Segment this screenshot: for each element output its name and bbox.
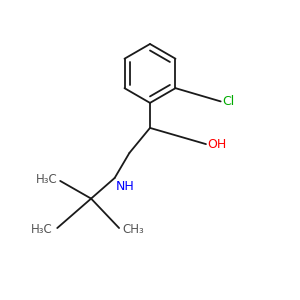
Text: OH: OH [207,138,227,151]
Text: NH: NH [116,180,135,193]
Text: Cl: Cl [222,95,234,108]
Text: CH₃: CH₃ [122,223,144,236]
Text: H₃C: H₃C [31,223,53,236]
Text: H₃C: H₃C [35,173,57,186]
